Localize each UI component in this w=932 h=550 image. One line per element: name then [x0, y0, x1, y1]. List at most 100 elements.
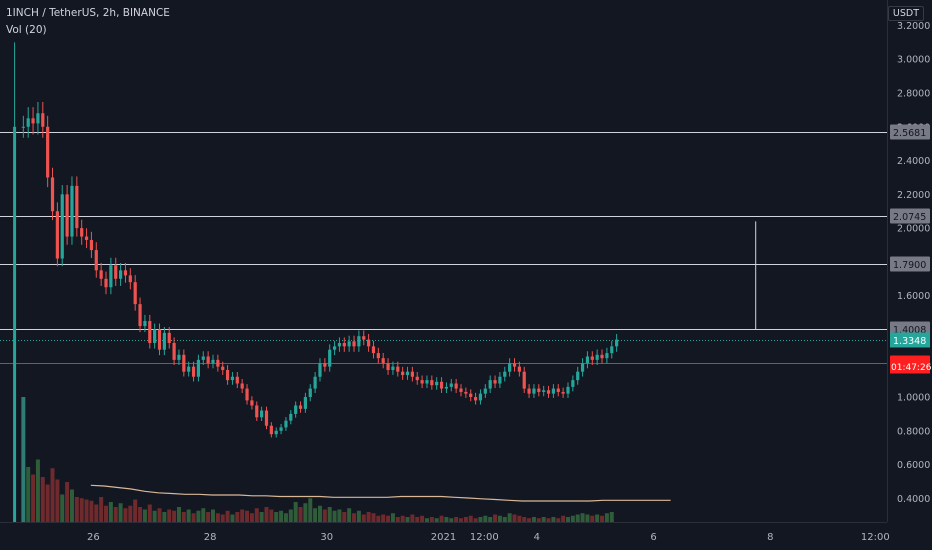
- countdown-label: 01:47:26: [891, 363, 932, 373]
- candle-body: [201, 356, 205, 360]
- volume-bar: [128, 505, 133, 522]
- volume-bar: [497, 515, 502, 522]
- volume-bar: [420, 515, 425, 522]
- candle-body: [274, 430, 278, 435]
- last-price-box: [890, 332, 930, 348]
- candle-body: [148, 321, 152, 343]
- candle-body: [123, 270, 128, 276]
- candle-body: [439, 381, 444, 389]
- candle-body: [391, 366, 395, 370]
- volume-bar: [274, 512, 279, 522]
- hline-label: 1.4008: [893, 325, 926, 336]
- candle-body: [89, 239, 94, 251]
- candle-body: [473, 397, 478, 401]
- candle-body: [80, 228, 84, 237]
- volume-bar: [201, 508, 206, 522]
- volume-bar: [84, 499, 89, 522]
- volume-bar: [264, 507, 269, 522]
- symbol-legend[interactable]: 1INCH / TetherUS, 2h, BINANCE: [6, 7, 170, 19]
- candle-body: [153, 329, 157, 343]
- volume-ma-line: [90, 484, 671, 502]
- candle-body: [41, 113, 45, 127]
- candle-body: [303, 397, 307, 409]
- candle-body: [342, 342, 346, 347]
- candle-body: [250, 400, 254, 406]
- volume-bar: [210, 509, 215, 522]
- candle-body: [605, 353, 609, 359]
- candle-body: [211, 359, 215, 364]
- volume-legend[interactable]: Vol (20): [6, 24, 47, 36]
- volume-bar: [138, 507, 143, 522]
- volume-bar: [50, 468, 55, 522]
- volume-bar: [376, 515, 381, 522]
- hline-label-box: [890, 124, 930, 140]
- volume-bar: [142, 509, 147, 522]
- candle-body: [352, 341, 356, 347]
- volume-bar: [512, 514, 517, 522]
- volume-bar: [191, 513, 196, 522]
- candle-body: [415, 376, 419, 381]
- volume-bar: [79, 498, 84, 522]
- candle-body: [187, 366, 191, 372]
- volume-bar: [517, 515, 522, 522]
- candle-body: [337, 342, 342, 347]
- candle-body: [75, 185, 79, 229]
- volume-bar: [118, 503, 123, 522]
- volume-bar: [94, 504, 99, 522]
- x-tick-label: 12:00: [861, 532, 890, 543]
- volume-bar: [390, 513, 395, 522]
- volume-bar: [123, 508, 128, 522]
- candle-body: [503, 371, 507, 377]
- candle-body: [381, 358, 385, 364]
- volume-bar: [371, 513, 376, 522]
- candle-body: [162, 332, 166, 350]
- volume-bar: [147, 504, 152, 522]
- candle-body: [114, 265, 118, 279]
- volume-bar: [181, 512, 186, 522]
- volume-bar: [259, 512, 264, 522]
- x-tick-label: 12:00: [470, 532, 499, 543]
- candle-body: [332, 346, 337, 350]
- volume-bar: [429, 517, 434, 522]
- candle-body: [31, 118, 35, 124]
- volume-bar: [308, 498, 313, 522]
- candle-body: [294, 405, 298, 414]
- candle-body: [109, 265, 113, 288]
- candle-body: [216, 359, 220, 367]
- volume-bar: [434, 518, 439, 522]
- volume-bar: [454, 517, 459, 522]
- candle-body: [13, 126, 17, 523]
- candle-body: [21, 126, 25, 128]
- volume-bar: [439, 515, 444, 522]
- candle-body: [323, 363, 327, 367]
- volume-bar: [356, 510, 361, 522]
- volume-bar: [561, 515, 566, 522]
- currency-button[interactable]: USDT: [887, 6, 924, 21]
- volume-bar: [556, 518, 561, 522]
- volume-bar: [293, 502, 298, 522]
- candle-body: [70, 185, 74, 237]
- candle-body: [561, 391, 565, 394]
- candle-body: [221, 366, 225, 370]
- candle-body: [308, 388, 312, 398]
- candle-body: [595, 354, 599, 360]
- candle-body: [551, 388, 556, 394]
- volume-bar: [235, 512, 240, 522]
- volume-bar: [31, 474, 36, 522]
- volume-bar: [99, 497, 104, 522]
- candle-body: [240, 383, 244, 389]
- candle-body: [225, 369, 230, 381]
- volume-bar: [478, 517, 483, 522]
- candle-body: [172, 342, 176, 360]
- volume-bar: [157, 508, 162, 522]
- candle-body: [376, 353, 380, 359]
- y-tick-label: 2.4000: [897, 156, 930, 167]
- volume-bar: [196, 510, 201, 522]
- y-tick-label: 3.0000: [897, 55, 930, 66]
- candle-body: [167, 332, 171, 343]
- volume-bar: [361, 514, 366, 522]
- volume-bar: [604, 513, 609, 522]
- volume-bar: [570, 515, 575, 522]
- volume-bar: [133, 499, 138, 522]
